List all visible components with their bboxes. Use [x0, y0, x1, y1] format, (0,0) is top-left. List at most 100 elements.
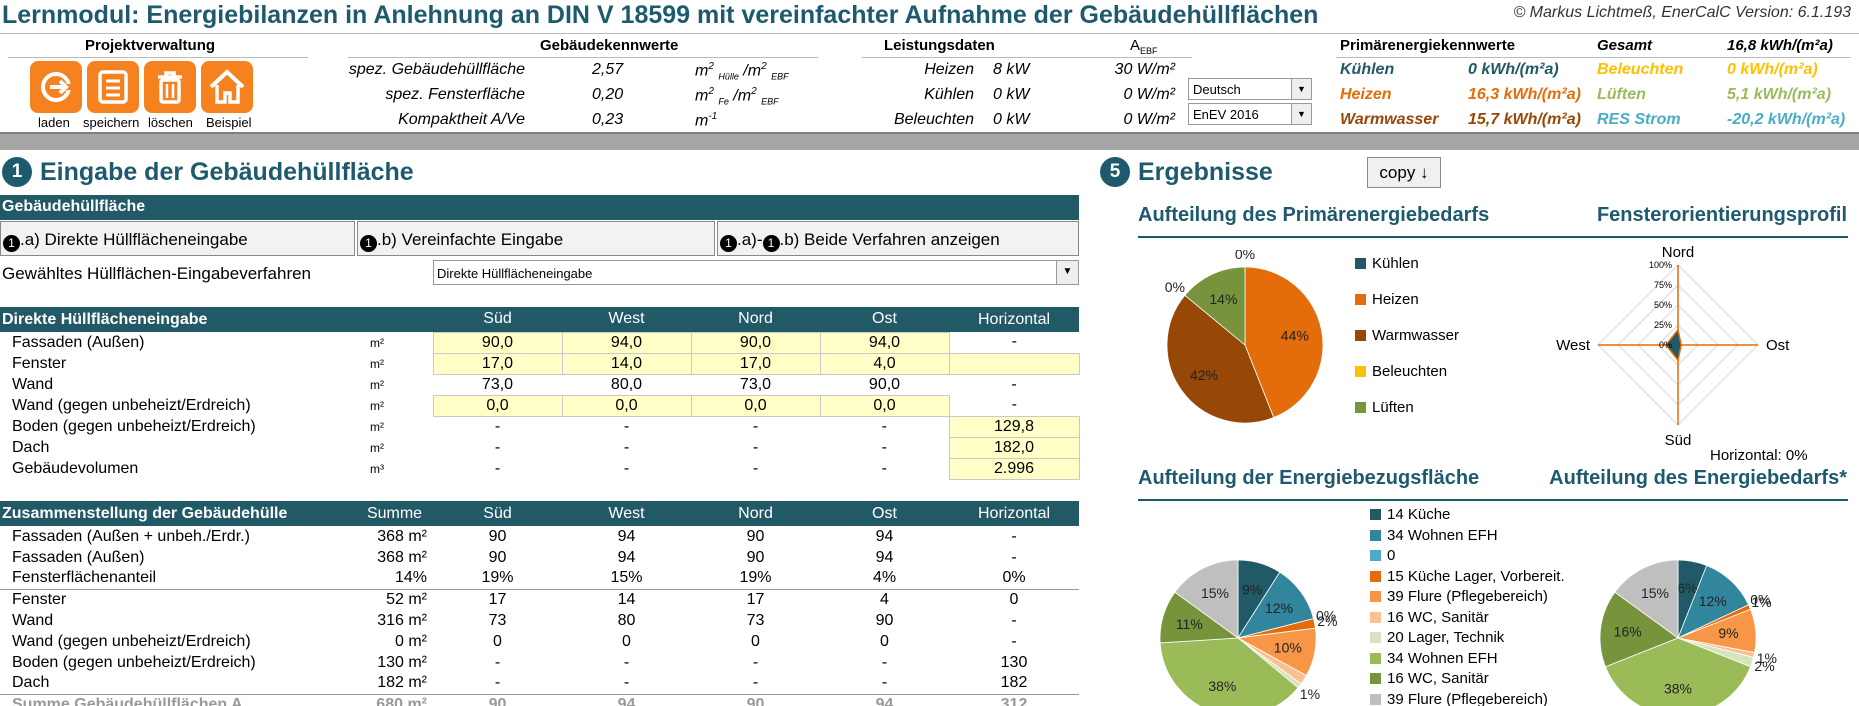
copy-button[interactable]: copy ↓ [1367, 157, 1441, 188]
input-cell[interactable]: 94,0 [819, 331, 950, 354]
load-button[interactable] [30, 61, 82, 113]
legend-item: 39 Flure (Pflegebereich) [1370, 588, 1548, 605]
section-number: 5 [1100, 157, 1130, 187]
value-cell: 90 [488, 548, 507, 566]
method-label: Gewähltes Hüllflächen-Eingabeverfahren [2, 264, 312, 283]
input-cell[interactable]: 0,0 [819, 394, 950, 417]
zusammen-header-ost: Ost [820, 501, 949, 526]
tab-vereinfachte-eingabe[interactable]: 1 .b) Vereinfachte Eingabe [357, 221, 715, 256]
tab-label: .b) Vereinfachte Eingabe [377, 230, 564, 249]
value-cell: 90 [875, 611, 894, 629]
radar-label-ost: Ost [1766, 337, 1790, 354]
direkt-header-sued: Süd [433, 307, 562, 332]
input-cell[interactable]: 17,0 [432, 352, 563, 375]
legend-swatch [1370, 611, 1381, 623]
pie-primaerenergie: 0% 44% 42% 0% 14% [1165, 250, 1324, 424]
value-cell: 80 [617, 611, 636, 629]
radar-tick-label: 75% [1654, 280, 1672, 290]
aebf-label: AEBF [1130, 37, 1158, 56]
input-cell[interactable]: 0,0 [690, 394, 821, 417]
kennwert-label: spez. Gebäudehüllfläche [348, 61, 525, 78]
input-cell[interactable]: 2.996 [948, 457, 1080, 480]
tab-label: .a)- [737, 230, 763, 249]
row-label: Fassaden (Außen + unbeh./Erdr.) [12, 527, 250, 545]
input-cell[interactable]: 4,0 [819, 352, 950, 375]
input-cell[interactable]: 14,0 [561, 352, 692, 375]
input-cell[interactable]: 90,0 [432, 331, 563, 354]
input-cell[interactable]: 94,0 [561, 331, 692, 354]
pie-label: 16% [1614, 624, 1642, 640]
direkt-header [356, 307, 433, 332]
tab-beide-verfahren[interactable]: 1 .a)- 1 .b) Beide Verfahren anzeigen [717, 221, 1079, 256]
input-cell[interactable]: 129,8 [948, 415, 1080, 438]
pie-label: 10% [1274, 640, 1302, 656]
input-cell[interactable]: 90,0 [690, 331, 821, 354]
value-cell: 73,0 [481, 375, 514, 393]
value-cell: - [752, 459, 759, 477]
table-row: Boden (gegen unbeheizt/Erdreich) 130 m² - -… [0, 652, 1079, 673]
pie-label: 42% [1190, 367, 1218, 383]
value-cell: 90 [746, 548, 765, 566]
pie-slice [1614, 559, 1679, 639]
value-cell: - [623, 459, 630, 477]
row-unit: m³ [370, 461, 384, 476]
leistung-kw: 8 kW [993, 61, 1030, 78]
legend-swatch [1370, 632, 1381, 643]
direkt-table: Direkte Hüllflächeneingabe Süd West Nord… [0, 307, 1080, 480]
row-label: Wand (gegen unbeheizt/Erdreich) [12, 396, 251, 414]
tab-direkte-eingabe[interactable]: 1 .a) Direkte Hüllflächeneingabe [0, 221, 355, 256]
input-cell[interactable]: 182,0 [948, 436, 1080, 459]
method-select[interactable]: Direkte Hüllflächeneingabe ▼ [433, 260, 1079, 285]
zusammen-table: Zusammenstellung der Gebäudehülle Summe … [0, 501, 1079, 706]
row-label: Boden (gegen unbeheizt/Erdreich) [12, 417, 256, 435]
primaer-label-beleuchten: Beleuchten [1597, 61, 1684, 78]
input-cell[interactable] [948, 352, 1080, 375]
direkt-header-nord: Nord [691, 307, 820, 332]
input-cell[interactable]: 0,0 [432, 394, 563, 417]
leistung-label: Kühlen [924, 86, 974, 103]
primaer-label-kuehlen: Kühlen [1340, 61, 1395, 78]
value-cell: 73,0 [739, 375, 772, 393]
pie-label: 12% [1265, 600, 1293, 616]
kennwert-unit: m-1 [695, 111, 718, 130]
row-label: Summe Gebäudehüllflächen A [0, 693, 356, 706]
primaer-label-res: RES Strom [1597, 111, 1681, 128]
delete-button[interactable] [144, 61, 196, 113]
example-button[interactable] [201, 61, 253, 113]
section-title: Eingabe der Gebäudehüllfläche [40, 157, 414, 186]
value-cell: - [752, 674, 759, 692]
value-cell: 90 [433, 693, 562, 706]
legend-label: 39 Flure (Pflegebereich) [1387, 588, 1548, 605]
row-sum: 182 m² [377, 674, 427, 692]
table-row: Fenster m² 17,0 14,0 17,0 4,0 [0, 352, 1080, 375]
value-cell: 94 [617, 527, 636, 545]
value-cell: 0 [622, 632, 631, 650]
table-row: Gebäudevolumen m³ - - - - 2.996 [0, 457, 1080, 480]
chevron-down-icon: ▼ [1056, 261, 1078, 284]
legend-item: Lüften [1355, 399, 1414, 416]
input-cell[interactable]: 17,0 [690, 352, 821, 375]
pie-label: 0% [1235, 250, 1255, 262]
value-cell: - [1011, 375, 1017, 393]
value-cell: 0 [751, 632, 760, 650]
input-cell[interactable]: 0,0 [561, 394, 692, 417]
load-icon [41, 72, 72, 102]
legend-label: 15 Küche Lager, Vorbereit. [1387, 567, 1565, 585]
value-cell: - [881, 417, 887, 435]
row-label: Wand [12, 375, 54, 393]
gesamt-label: Gesamt [1597, 37, 1653, 54]
save-button[interactable] [87, 61, 139, 113]
pie-label: 0% [1165, 279, 1185, 295]
legend-label: 0 [1387, 547, 1396, 564]
language-select[interactable]: Deutsch ▼ [1188, 78, 1312, 100]
direkt-header-west: West [562, 307, 691, 332]
standard-select[interactable]: EnEV 2016 ▼ [1188, 103, 1312, 125]
row-unit: m² [370, 377, 384, 392]
save-label: speichern [83, 115, 140, 130]
primaer-value-warmwasser: 15,7 kWh/(m²a) [1468, 111, 1581, 128]
chart-title-energiebedarf: Aufteilung des Energiebedarfs* [1549, 467, 1847, 489]
value-cell: - [1011, 527, 1017, 545]
tab-label: .a) Direkte Hüllflächeneingabe [20, 230, 248, 249]
value-cell: 94 [562, 693, 691, 706]
primaer-label-lueften: Lüften [1597, 86, 1646, 103]
